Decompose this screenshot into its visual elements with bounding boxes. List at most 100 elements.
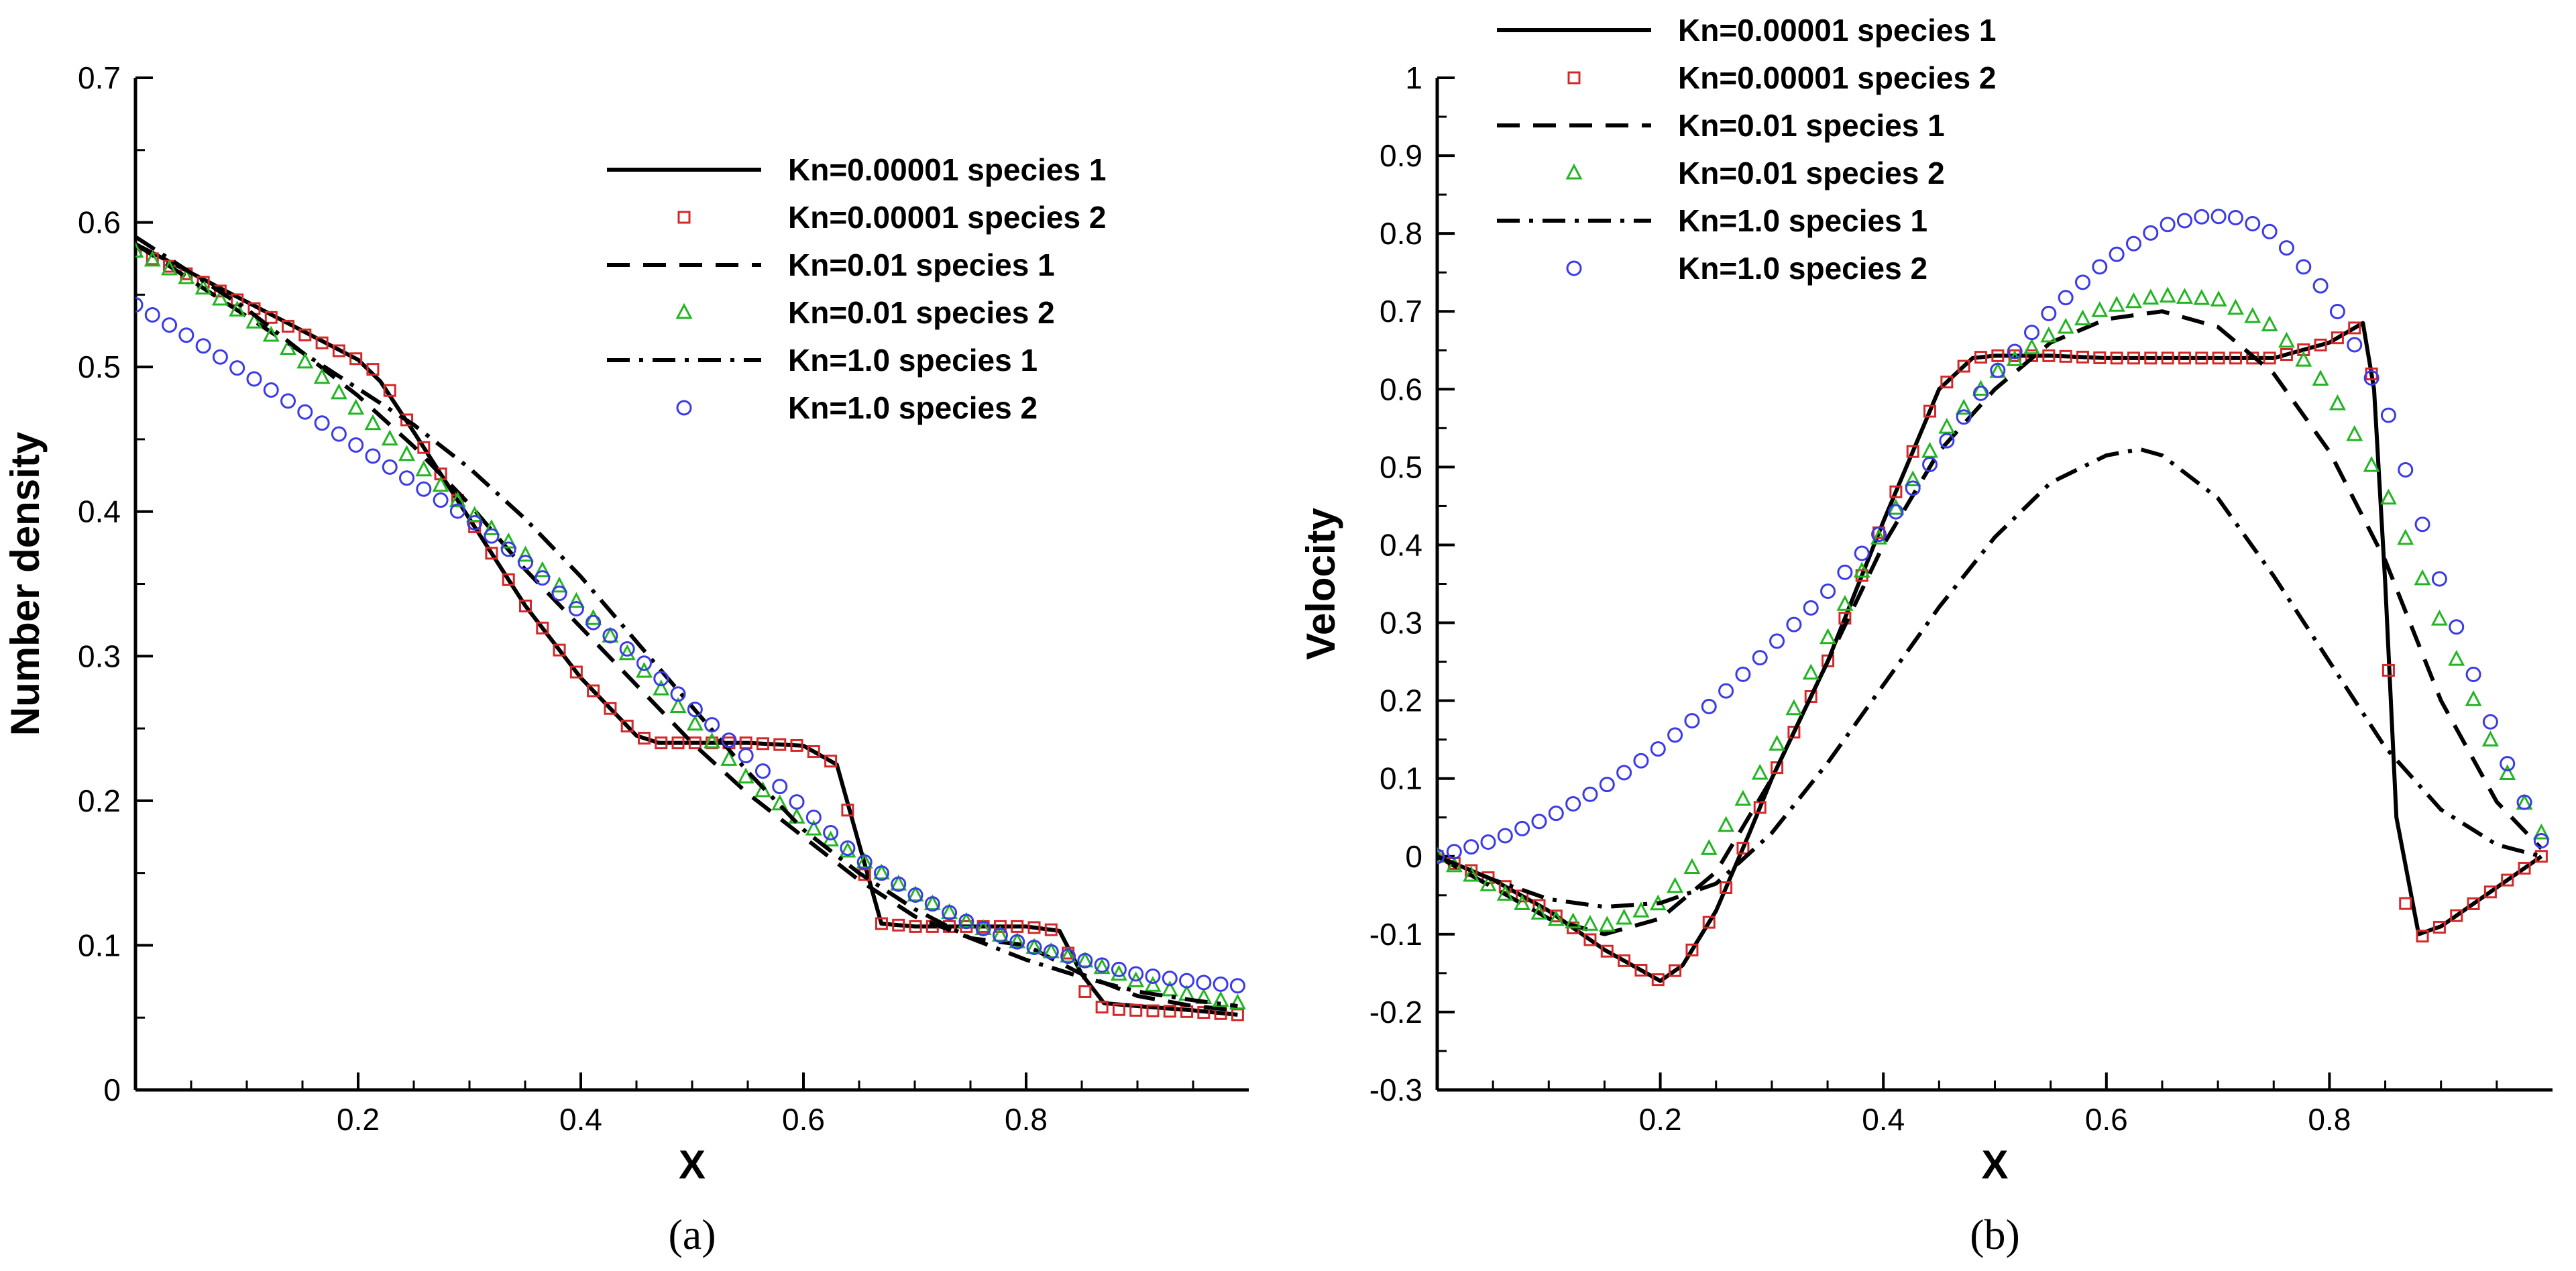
series-marker: [282, 319, 295, 333]
series-marker: [720, 750, 738, 766]
series-marker: [1532, 899, 1546, 912]
legend-symbol: [677, 211, 691, 224]
series-marker: [1955, 398, 1972, 415]
series-marker: [1957, 360, 1970, 373]
series-marker: [2229, 351, 2242, 365]
series-marker: [314, 415, 330, 431]
series-marker: [856, 852, 873, 869]
series-marker: [161, 259, 178, 276]
series-marker: [399, 470, 415, 486]
y-tick-label: 0.9: [1380, 138, 1422, 173]
series-marker: [620, 720, 634, 733]
series-marker: [924, 896, 940, 912]
y-tick-label: -0.2: [1369, 995, 1422, 1030]
series-marker: [1736, 842, 1750, 855]
series-marker: [483, 519, 500, 535]
y-tick-label: 0.8: [1380, 216, 1422, 251]
series-marker: [1956, 409, 1972, 425]
series-marker: [1650, 741, 1666, 757]
series-marker: [1887, 498, 1905, 515]
legend-item: Kn=1.0 species 2: [676, 390, 1038, 425]
series-marker: [1973, 385, 1989, 401]
series-marker: [2431, 571, 2447, 587]
series-marker: [754, 763, 771, 779]
series-marker: [1991, 349, 2005, 362]
series-marker: [415, 460, 433, 477]
series-marker: [1599, 777, 1615, 793]
series-marker: [534, 561, 551, 577]
series-marker: [449, 491, 466, 508]
series-marker: [1651, 973, 1665, 987]
series-marker: [2499, 764, 2516, 781]
series-marker: [432, 476, 449, 492]
series-marker: [1906, 445, 1919, 458]
series-marker: [2159, 286, 2176, 303]
x-tick-label: 0.6: [2085, 1102, 2128, 1137]
series-marker: [907, 887, 923, 903]
series-marker: [1598, 916, 1616, 932]
series-marker: [2329, 304, 2345, 320]
y-tick-label: 0.3: [78, 639, 121, 673]
series-marker: [1922, 456, 1938, 472]
series-line: [1437, 309, 2543, 936]
series-marker: [194, 278, 212, 295]
y-tick-label: 0.6: [78, 205, 121, 240]
series-marker: [1565, 795, 1581, 812]
legend-symbol: [1565, 163, 1583, 180]
series-marker: [2041, 305, 2057, 321]
series-marker: [195, 338, 211, 354]
series-marker: [1870, 529, 1888, 545]
series-marker: [298, 328, 312, 341]
legend-item: Kn=0.01 species 1: [1497, 108, 1945, 143]
series-marker: [2450, 909, 2463, 922]
y-tick-label: 0.6: [1380, 372, 1422, 406]
series-marker: [1720, 881, 1733, 894]
series-marker: [365, 448, 381, 464]
series-triangle: [1437, 286, 2550, 932]
series-marker: [688, 736, 702, 750]
series-marker: [1514, 894, 1531, 910]
x-axis-title: X: [679, 1142, 706, 1187]
series-marker: [824, 755, 838, 768]
series-marker: [1128, 966, 1144, 982]
y-axis-title: Velocity: [1298, 507, 1343, 659]
series-marker: [2074, 309, 2091, 326]
series-marker: [655, 736, 668, 750]
series-marker: [500, 532, 517, 549]
series-marker: [2278, 240, 2294, 256]
series-marker: [619, 641, 635, 657]
series-marker: [1043, 944, 1059, 960]
panel-caption: (a): [668, 1211, 716, 1258]
y-tick-label: 1: [1405, 60, 1422, 95]
y-axis-title: Number density: [3, 431, 48, 736]
series-marker: [382, 459, 398, 475]
y-tick-label: 0.1: [78, 928, 121, 962]
series-marker: [585, 614, 602, 630]
series-marker: [433, 492, 449, 508]
series-marker: [670, 686, 686, 702]
series-marker: [1112, 1003, 1125, 1016]
series-marker: [2244, 307, 2261, 323]
series-marker: [1077, 952, 1093, 969]
series-marker: [2227, 298, 2244, 315]
series-marker: [162, 317, 178, 333]
series-marker: [2006, 350, 2023, 366]
series-marker: [1837, 564, 1853, 580]
series-marker: [1751, 763, 1769, 780]
y-tick-label: 0.3: [1380, 606, 1422, 641]
series-marker: [1634, 963, 1648, 977]
series-marker: [2500, 756, 2516, 772]
series-marker: [2501, 873, 2514, 887]
series-marker: [1111, 961, 1127, 977]
series-marker: [364, 414, 382, 431]
series-marker: [1582, 786, 1598, 802]
series-marker: [551, 586, 567, 602]
series-marker: [2533, 833, 2549, 849]
series-marker: [1600, 944, 1614, 958]
series-marker: [2483, 885, 2497, 899]
legend-label: Kn=0.01 species 2: [1678, 156, 1945, 190]
series-marker: [1229, 978, 1245, 994]
series-marker: [772, 779, 788, 795]
series-marker: [1530, 903, 1548, 920]
